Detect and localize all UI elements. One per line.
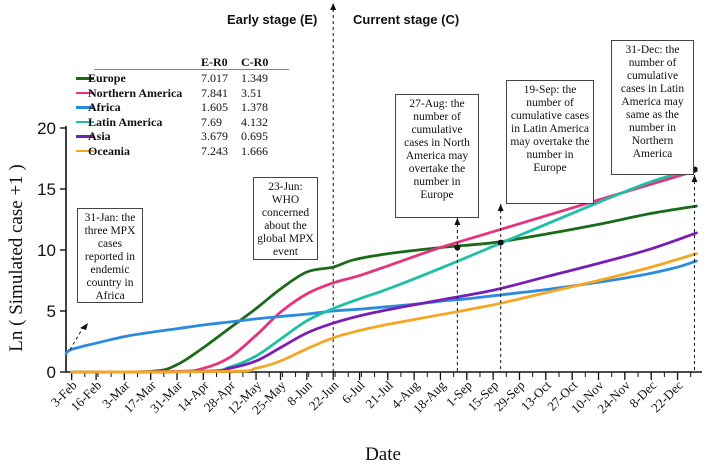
y-tick-label: 10 [37,241,56,260]
early-stage-label: Early stage (E) [227,12,318,27]
r0-row-africa: Africa 1.605 1.378 [68,100,288,114]
series-line-oceania [70,252,698,374]
y-tick-label: 15 [37,180,56,199]
r0-row-oceania: Oceania 7.243 1.666 [68,144,288,158]
y-tick-label: 0 [47,363,56,382]
y-axis-label: Ln ( Simulated case +1 ) [6,164,27,351]
r0-header-current: C-R0 [241,55,269,69]
r0-header-early: E-R0 [201,55,228,69]
r0-row-latin-america: Latin America 7.69 4.132 [68,115,288,129]
legend-label-europe: Europe [88,71,126,85]
annotation-aug27: 27-Aug: the number of cumulative cases i… [395,94,479,218]
legend-label-africa: Africa [88,100,121,114]
r0-early-value: 7.243 [201,143,228,158]
x-tick-label: 22-Jun [306,377,342,413]
legend-swatch-oceania [76,149,94,152]
leader-arrow-sep19 [497,204,504,211]
r0-header-rule [94,69,289,70]
legend-swatch-northern-america [76,91,94,94]
legend-label-latin-america: Latin America [88,114,163,129]
annotation-jan31: 31-Jan: the three MPX cases reported in … [77,208,143,303]
legend-swatch-asia [76,135,94,138]
series-line-asia [70,231,698,374]
annotation-sep19: 19-Sep: the number of cumulative cases i… [506,80,594,204]
r0-early-value: 1.605 [201,100,228,114]
leader-arrow-aug27 [454,218,461,225]
r0-early-value: 7.017 [201,71,228,85]
leader-arrow-jan31 [80,323,88,330]
r0-row-asia: Asia 3.679 0.695 [68,129,288,143]
chart-series [64,166,698,374]
series-line-africa [64,259,698,356]
leader-arrow-dec31 [691,175,698,182]
annotation-jun23: 23-Jun: WHO concerned about the global M… [253,177,318,260]
r0-early-value: 7.69 [201,114,222,129]
r0-row-europe: Europe 7.017 1.349 [68,71,288,85]
r0-current-value: 1.378 [241,100,268,114]
r0-current-value: 1.349 [241,71,268,85]
legend-swatch-europe [76,77,94,80]
chart-markers [69,166,698,372]
r0-current-value: 0.695 [241,129,268,143]
annotation-dec31: 31-Dec: the number of cumulative cases i… [611,40,694,175]
x-tick-label: 21-Jul [362,377,396,411]
r0-legend-table: E-R0 C-R0 Europe 7.017 1.349 Northern Ameri… [68,50,289,160]
series-line-northern-america [70,169,698,374]
r0-current-value: 1.666 [241,143,268,158]
x-axis-label: Date [365,444,401,465]
event-dot-aug27 [454,244,461,251]
legend-label-oceania: Oceania [88,143,130,158]
current-stage-label: Current stage (C) [353,12,460,27]
leader-line-jan31 [69,325,85,350]
legend-swatch-africa [76,106,94,109]
r0-current-value: 4.132 [241,114,268,129]
y-tick-label: 20 [37,119,56,138]
stage-divider-arrow [330,3,337,10]
series-line-europe [70,204,698,374]
legend-label-asia: Asia [88,129,111,143]
r0-row-northern-america: Northern America 7.841 3.51 [68,86,288,100]
r0-early-value: 7.841 [201,85,228,100]
r0-early-value: 3.679 [201,129,228,143]
r0-current-value: 3.51 [241,85,262,100]
y-tick-label: 5 [47,302,56,321]
legend-swatch-latin-america [76,120,94,123]
event-dot-sep19 [497,239,504,246]
legend-label-northern-america: Northern America [88,85,183,100]
